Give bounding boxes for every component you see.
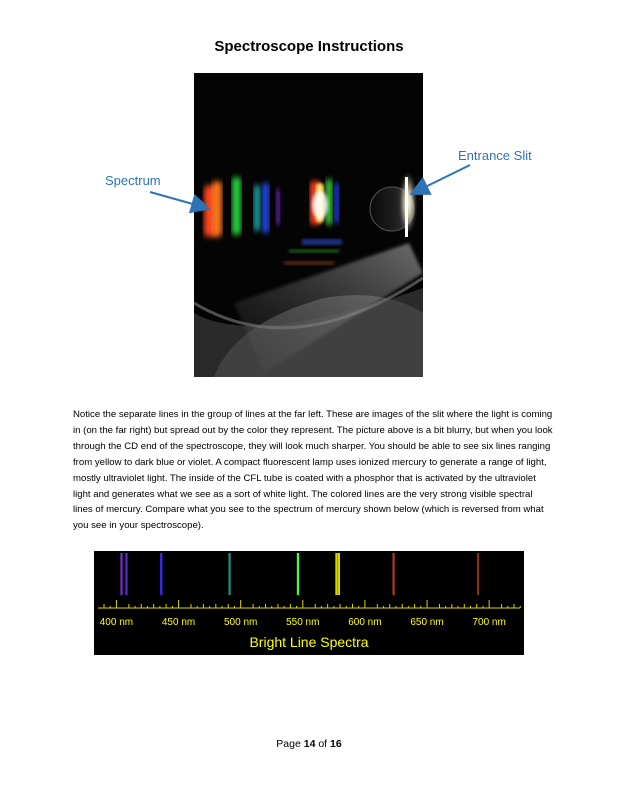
spectral-line-691 — [476, 553, 480, 595]
footer-prefix: Page — [276, 738, 304, 750]
tick-label-650: 650 nm — [410, 617, 443, 628]
tick-label-550: 550 nm — [286, 617, 319, 628]
callout-arrows — [149, 164, 471, 214]
entrance-slit-callout: Entrance Slit — [458, 148, 532, 163]
entrance-slit-arrow — [409, 164, 471, 195]
spectral-line-577 — [335, 553, 338, 595]
spectroscope-photo — [194, 73, 423, 377]
tick-label-600: 600 nm — [348, 617, 381, 628]
spectral-line-546 — [296, 553, 300, 595]
bright-line-spectra-chart: 400 nm 450 nm 500 nm 550 nm 600 nm 650 nm 700 … — [94, 551, 524, 655]
page-title: Spectroscope Instructions — [214, 38, 404, 55]
page-number: 14 — [303, 738, 316, 750]
spectroscope-photo-art — [194, 73, 423, 377]
spectra-svg: 400 nm 450 nm 500 nm 550 nm 600 nm 650 nm 700 … — [98, 553, 521, 650]
spectral-line-491 — [228, 553, 231, 595]
tick-label-700: 700 nm — [472, 617, 505, 628]
spectral-line-623 — [392, 553, 395, 595]
tick-label-400: 400 nm — [100, 617, 133, 628]
spectral-line-579 — [337, 553, 341, 595]
spectral-line-404 — [120, 553, 123, 595]
spectra-title: Bright Line Spectra — [249, 634, 368, 650]
body-paragraph: Notice the separate lines in the group o… — [73, 409, 553, 532]
spectral-line-436 — [160, 553, 163, 595]
footer-middle: of — [315, 738, 331, 750]
page-footer: Page 14 of 16 — [0, 738, 618, 750]
tick-label-450: 450 nm — [162, 617, 195, 628]
tick-label-500: 500 nm — [224, 617, 257, 628]
spectral-line-408 — [125, 553, 128, 595]
page-total: 16 — [330, 738, 342, 750]
spectrum-arrow — [149, 191, 211, 214]
spectrum-callout: Spectrum — [105, 173, 161, 188]
